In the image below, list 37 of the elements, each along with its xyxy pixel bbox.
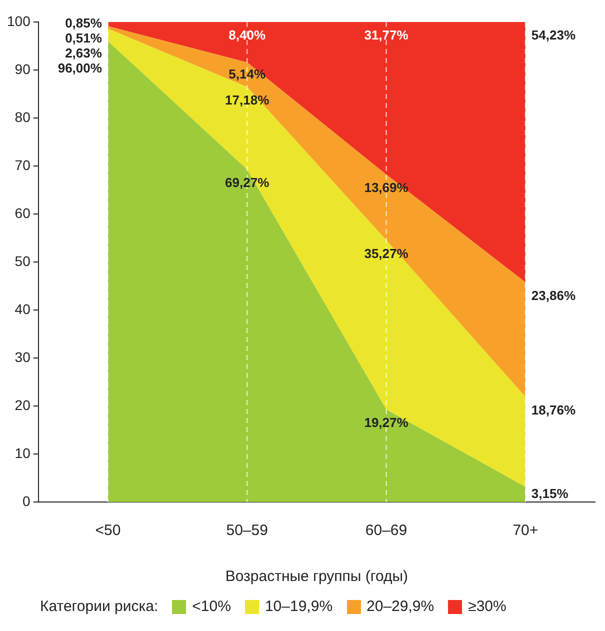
y-tick-label: 0	[22, 492, 31, 509]
data-label: 54,23%	[531, 28, 576, 43]
data-label: 35,27%	[364, 246, 409, 261]
x-tick-label: 60–69	[365, 522, 408, 540]
y-tick-label: 60	[14, 204, 31, 221]
data-label: 13,69%	[364, 180, 409, 196]
data-label: 3,15%	[531, 486, 569, 502]
x-tick-label: 70+	[512, 522, 538, 540]
y-tick-label: 50	[14, 252, 31, 269]
data-label: 69,27%	[225, 175, 270, 190]
data-label: 5,14%	[228, 66, 266, 82]
legend-label: 10–19,9%	[264, 598, 333, 615]
data-label: 0,85%	[65, 16, 102, 31]
legend-label: 20–29,9%	[366, 598, 434, 615]
y-tick-label: 30	[14, 348, 31, 365]
y-tick-label: 20	[14, 396, 31, 413]
data-label: 96,00%	[58, 60, 102, 76]
y-tick-label: 100	[7, 12, 31, 29]
data-label: 19,27%	[364, 415, 409, 430]
data-label: 17,18%	[225, 92, 270, 108]
legend-label: <10%	[192, 598, 231, 615]
x-axis-title: Возрастные группы (годы)	[225, 568, 408, 586]
data-label: 2,63%	[65, 46, 102, 61]
x-tick-label: <50	[95, 522, 121, 540]
y-tick-label: 70	[14, 156, 31, 173]
legend-label: ≥30%	[468, 598, 506, 615]
x-tick-label: 50–59	[226, 522, 268, 540]
data-label: 8,40%	[228, 28, 266, 43]
y-tick-label: 10	[14, 444, 31, 461]
data-label: 18,76%	[531, 402, 576, 418]
data-label: 23,86%	[531, 288, 576, 303]
data-label: 31,77%	[364, 28, 409, 43]
data-label: 0,51%	[65, 30, 102, 46]
y-tick-label: 40	[14, 300, 31, 317]
y-tick-label: 90	[14, 60, 31, 77]
y-tick-label: 80	[14, 108, 31, 125]
legend-title: Категории риска:	[40, 598, 158, 615]
